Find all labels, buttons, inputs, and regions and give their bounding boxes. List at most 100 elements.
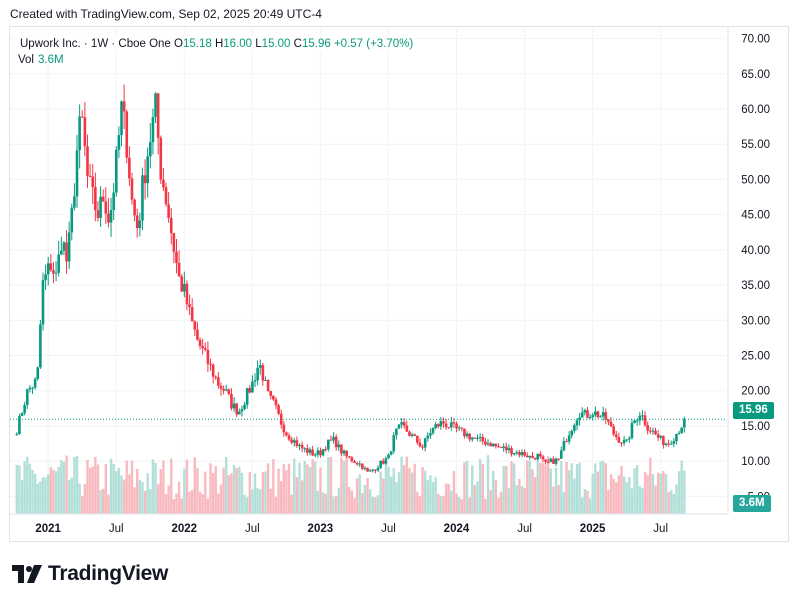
volume-bar (549, 468, 553, 514)
volume-bar (562, 492, 566, 514)
candle-body (463, 428, 466, 437)
candle-body (300, 444, 304, 449)
candle-body (138, 220, 142, 229)
candle-body (18, 415, 21, 435)
candle-body (169, 217, 173, 234)
volume-bar (321, 492, 325, 514)
volume-bar (384, 463, 388, 514)
candle-body (146, 156, 149, 184)
volume-bar (397, 472, 401, 514)
candle-body (183, 283, 186, 292)
chart-frame[interactable] (9, 26, 789, 542)
volume-bar (599, 461, 602, 514)
candle-body (539, 453, 542, 457)
candle-body (327, 439, 330, 450)
candle-body (499, 446, 503, 448)
candle-body (423, 438, 427, 448)
volume-bar (128, 474, 131, 514)
candle-body (491, 443, 495, 447)
candle-body (651, 430, 655, 432)
candle-body (426, 435, 430, 439)
volume-bar (162, 460, 165, 514)
y-tick-label: 55.00 (741, 139, 770, 151)
candle-body (83, 117, 87, 147)
candle-body (188, 304, 191, 308)
x-tick-label: 2023 (308, 523, 334, 535)
candle-body (125, 111, 129, 158)
volume-bar (675, 484, 678, 514)
candle-body (436, 424, 440, 427)
candle-body (135, 215, 139, 229)
candle-body (253, 380, 257, 382)
volume-bar (348, 486, 351, 514)
candle-body (622, 439, 626, 444)
volume-bar (107, 494, 110, 514)
volume-bar (23, 461, 26, 514)
volume-bar (641, 487, 644, 514)
candle-body (604, 412, 608, 420)
volume-bar (253, 473, 257, 514)
candle-body (227, 389, 231, 395)
candle-body (635, 420, 639, 422)
volume-bar (104, 463, 108, 514)
volume-bar (379, 471, 382, 514)
candle-body (88, 175, 92, 177)
legend-low: 15.00 (261, 38, 291, 50)
volume-bar (36, 483, 39, 514)
volume-bar (20, 479, 24, 514)
volume-bar (552, 486, 555, 514)
candle-body (282, 424, 286, 433)
candle-body (599, 416, 602, 418)
tradingview-logo[interactable]: TradingView (12, 562, 168, 586)
volume-bar (130, 460, 134, 514)
candle-body (94, 187, 97, 211)
candle-body (620, 442, 623, 444)
volume-bar (622, 476, 626, 514)
volume-bar (554, 467, 558, 514)
candle-body (36, 367, 40, 380)
candle-body (324, 449, 327, 451)
candle-body (311, 449, 314, 456)
volume-bar (520, 486, 524, 514)
legend-close-label: C (293, 38, 302, 50)
volume-bar (531, 469, 534, 514)
y-tick-label: 15.00 (741, 421, 770, 433)
legend-symbol[interactable]: Upwork Inc. · 1W · Cboe One (20, 38, 171, 50)
candle-body (164, 187, 168, 205)
chart-caption: Created with TradingView.com, Sep 02, 20… (10, 7, 322, 21)
candle-body (562, 441, 566, 451)
volume-bar (73, 456, 76, 514)
candle-body (507, 448, 511, 451)
candle-body (617, 437, 621, 443)
volume-bar (683, 470, 686, 514)
volume-bar (497, 497, 500, 514)
candle-body (575, 420, 579, 426)
candle-body (444, 423, 448, 428)
volume-bar (672, 494, 676, 514)
candle-body (418, 442, 422, 447)
volume-bar (588, 498, 592, 514)
volume-bar (649, 457, 652, 514)
volume-bar (444, 483, 448, 514)
candle-body (565, 441, 568, 443)
candle-body (175, 251, 178, 263)
candle-body (387, 454, 390, 459)
volume-bar (492, 470, 495, 514)
candle-body (447, 427, 451, 429)
volume-bar (636, 465, 639, 514)
candle-body (376, 467, 380, 471)
candle-body (248, 388, 252, 393)
volume-bar (400, 456, 403, 514)
candle-body (274, 399, 278, 406)
volume-bar (26, 456, 29, 514)
candle-body (421, 446, 424, 448)
x-tick-label: Jul (517, 523, 532, 535)
candle-body (128, 157, 131, 179)
candle-body (219, 385, 223, 389)
volume-bar (350, 490, 354, 514)
volume-bar (70, 477, 73, 514)
candle-body (559, 450, 563, 459)
volume-bar (269, 488, 272, 514)
volume-bar (41, 477, 45, 514)
